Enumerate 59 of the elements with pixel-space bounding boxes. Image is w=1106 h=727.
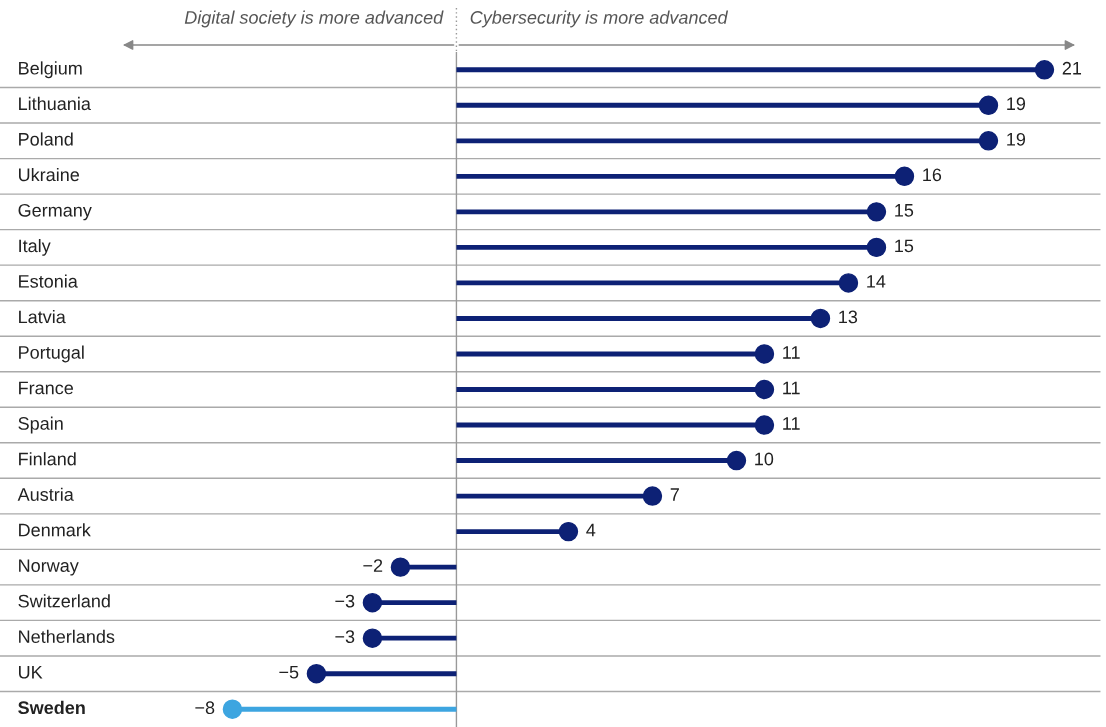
point (978, 131, 999, 151)
data-label: −8 (195, 701, 215, 715)
y-tick-label: Sweden (18, 700, 85, 715)
data-label: 16 (923, 168, 942, 182)
point (894, 166, 915, 187)
y-tick-label: Netherlands (19, 629, 115, 644)
point (866, 202, 887, 222)
y-tick-label: Portugal (19, 345, 84, 363)
data-label: 15 (895, 239, 914, 253)
text: Digital society is more advanced (184, 10, 444, 28)
point (306, 663, 327, 684)
y-tick-label: Switzerland (18, 594, 110, 608)
point (978, 95, 999, 116)
data-label: 15 (895, 204, 914, 217)
y-tick-label: Germany (18, 203, 92, 221)
y-tick-label: Poland (19, 132, 73, 146)
point (866, 237, 887, 258)
y-tick-label: Latvia (19, 310, 66, 324)
data-label: 13 (839, 310, 858, 324)
point (726, 450, 747, 471)
data-label: −3 (335, 594, 355, 608)
y-tick-label: France (19, 381, 73, 395)
y-tick-label: Spain (18, 416, 63, 434)
text: Cybersecurity is more advanced (470, 10, 729, 28)
y-tick-label: Italy (19, 238, 51, 256)
data-label: 10 (755, 452, 774, 466)
point (362, 592, 383, 613)
data-label: 19 (1007, 97, 1026, 111)
y-tick-label: Denmark (19, 523, 91, 537)
data-label: 19 (1007, 132, 1026, 146)
y-tick-label: Lithuania (19, 96, 91, 111)
data-label: 11 (783, 381, 800, 395)
point (754, 344, 775, 364)
data-label: 11 (783, 346, 800, 359)
y-tick-label: Belgium (19, 61, 82, 79)
point (838, 273, 859, 293)
data-label: −2 (363, 559, 383, 572)
data-label: −5 (279, 665, 299, 679)
y-tick-label: Estonia (19, 274, 78, 288)
data-label: 21 (1062, 61, 1082, 75)
data-label: 11 (783, 417, 800, 430)
y-tick-label: UK (19, 665, 43, 679)
point (390, 557, 411, 577)
y-tick-label: Ukraine (19, 167, 80, 182)
point (558, 521, 579, 542)
point (754, 379, 775, 400)
point (754, 415, 775, 435)
point (810, 308, 831, 329)
point (642, 486, 663, 506)
data-label: 14 (867, 275, 886, 288)
y-tick-label: Finland (19, 452, 76, 466)
data-label: −3 (335, 630, 355, 644)
y-tick-label: Austria (17, 487, 74, 501)
point (1034, 60, 1055, 80)
point (362, 628, 383, 648)
y-tick-label: Norway (19, 559, 79, 576)
data-label: 4 (586, 523, 596, 537)
point (222, 699, 243, 719)
data-label: 7 (670, 488, 679, 501)
